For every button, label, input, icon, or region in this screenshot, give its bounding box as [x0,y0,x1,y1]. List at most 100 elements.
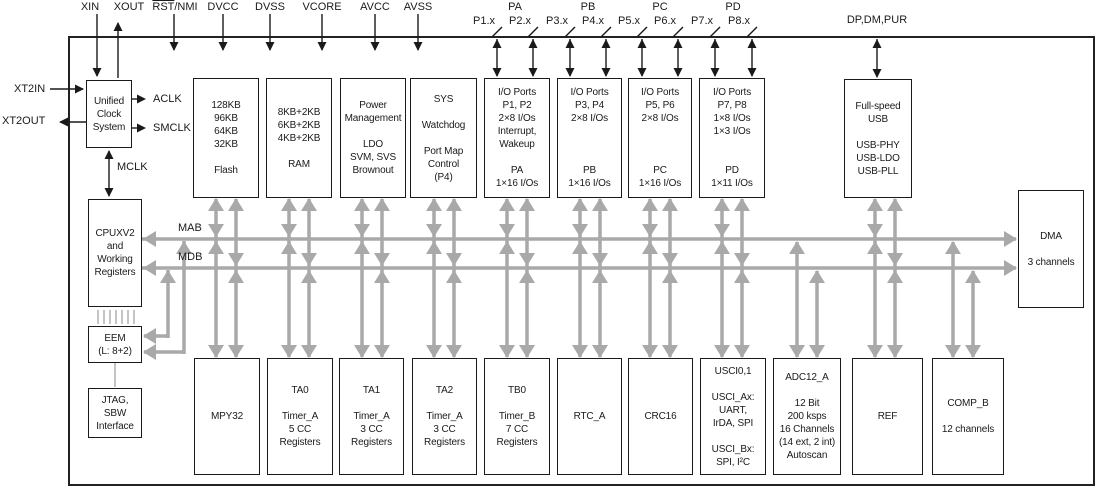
block-text-line: (14 ext, 2 int) [778,437,836,448]
block-text-line: Timer_B [498,411,536,422]
block-text-line: 1×16 I/Os [568,178,611,189]
block-text-line: SBW [103,407,127,419]
block-power-management: Power Management LDO SVM, SVS Brownout [340,78,406,198]
block-text-line: I/O Ports [640,87,680,98]
block-text-line: Flash [214,165,238,176]
block-comp-b: COMP_B 12 channels [932,358,1004,475]
pin-label-dvcc: DVCC [207,1,239,13]
pin-label-vcore: VCORE [302,1,342,13]
pin-label-p7x: P7.x [690,15,713,27]
pin-label-dvss: DVSS [255,1,285,13]
block-text-line: PB [582,165,597,176]
block-text-line: 4KB+2KB [277,132,321,144]
block-text-line: 2×8 I/Os [641,113,679,124]
block-text-line: P3, P4 [574,100,605,111]
block-text-line: Control [427,158,460,170]
block-text-line: Clock [96,108,122,120]
block-text-line: Registers [279,437,321,448]
block-text-line: Timer_A [281,411,319,422]
block-text-line: EEM [104,332,126,344]
block-text-line: 128KB [211,100,241,111]
pin-label-p5x: P5.x [617,15,640,27]
block-rtc: RTC_A [557,358,622,475]
block-text-line: Interface [96,420,134,432]
block-text-line: 3 CC [433,424,456,435]
pin-label-avcc: AVCC [360,1,390,13]
block-text-line: Autoscan [786,450,828,461]
block-text-line: UART, [719,404,747,416]
block-flash: 128KB 96KB 64KB 32KB Flash [193,78,259,198]
block-text-line: LDO [362,139,384,150]
block-text-line: 7 CC [505,424,529,435]
block-text-line: USB-PLL [857,165,899,177]
port-group-label-pb: PB [580,1,596,13]
pin-label-p3x: P3.x [545,15,568,27]
pin-label-avss: AVSS [403,1,433,13]
port-group-label-pc: PC [652,1,668,13]
block-text-line: 5 CC [288,424,312,435]
signal-label-mclk: MCLK [117,161,148,173]
pin-label-rst-nmi: RST/NMI [144,2,206,13]
block-text-line: 2×8 I/Os [498,113,536,124]
block-text-line: (L: 8+2) [98,345,132,357]
block-text-line: 1×11 I/Os [711,178,753,189]
block-ram: 8KB+2KB 6KB+2KB 4KB+2KB RAM [266,78,332,198]
bus-label-mdb: MDB [178,251,203,263]
pin-label-nmi: /NMI [174,1,198,13]
block-text-line: and [106,241,124,252]
block-text-line: Interrupt, [497,126,537,137]
arrowhead [59,117,68,127]
block-eem: EEM (L: 8+2) [88,326,142,363]
pin-label-p2x: P2.x [508,15,531,27]
block-text-line: USB [867,113,889,125]
block-text-line: Working [97,254,133,265]
block-text-line: (P4) [434,171,453,183]
block-text-line: Watchdog [421,119,466,131]
block-text-line: Registers [424,437,465,448]
pin-label-p8x: P8.x [727,15,750,27]
block-text-line: USCI0,1 [714,365,752,377]
block-ta2: TA2 Timer_A 3 CC Registers [412,358,477,475]
block-text-line: TA1 [362,385,381,396]
block-ta0: TA0 Timer_A 5 CC Registers [267,358,333,475]
block-text-line: Management [344,113,402,124]
port-group-label-pd: PD [725,1,741,13]
block-text-line: REF [877,411,898,422]
block-ref: REF [852,358,923,475]
block-text-line: Unified [93,95,125,107]
block-text-line: PC [653,165,667,176]
block-text-line: MPY32 [210,411,244,422]
block-text-line: 12 Bit [794,398,820,409]
block-unified-clock-system: Unified Clock System [86,80,132,148]
signal-label-aclk: ACLK [153,93,182,105]
block-text-line: Full-speed [855,100,901,112]
block-sys-watchdog: SYS Watchdog Port Map Control (P4) [410,78,477,198]
block-text-line: Registers [94,267,136,278]
pin-label-p4x: P4.x [581,15,604,27]
block-text-line: TB0 [508,385,526,396]
pin-label-p1x: P1.x [472,15,495,27]
block-text-line: PD [725,165,739,176]
block-text-line: P5, P6 [645,100,675,111]
block-text-line: I/O Ports [497,87,537,98]
block-text-line: CRC16 [644,411,677,422]
block-text-line: ADC12_A [785,372,829,383]
block-text-line: TA2 [435,385,454,396]
block-text-line: P7, P8 [717,100,747,111]
block-text-line: TA0 [291,385,309,396]
block-text-line: I/O Ports [570,87,609,98]
block-text-line: USCI_Bx: [711,443,755,455]
block-text-line: System [92,121,126,133]
block-text-line: 6KB+2KB [277,119,321,131]
block-text-line: USB-PHY [856,139,900,151]
pin-label-rst: RST [152,1,175,13]
block-text-line: 64KB [214,126,238,137]
pin-label-p6x: P6.x [653,15,676,27]
block-tb0: TB0 Timer_B 7 CC Registers [484,358,550,475]
block-ta1: TA1 Timer_A 3 CC Registers [339,358,404,475]
block-text-line: SVM, SVS [349,152,397,163]
block-crc16: CRC16 [628,358,693,475]
block-dma: DMA 3 channels [1018,190,1084,308]
block-io-ports-p1-p2: I/O Ports P1, P2 2×8 I/Os Interrupt, Wakeup P… [484,78,550,198]
